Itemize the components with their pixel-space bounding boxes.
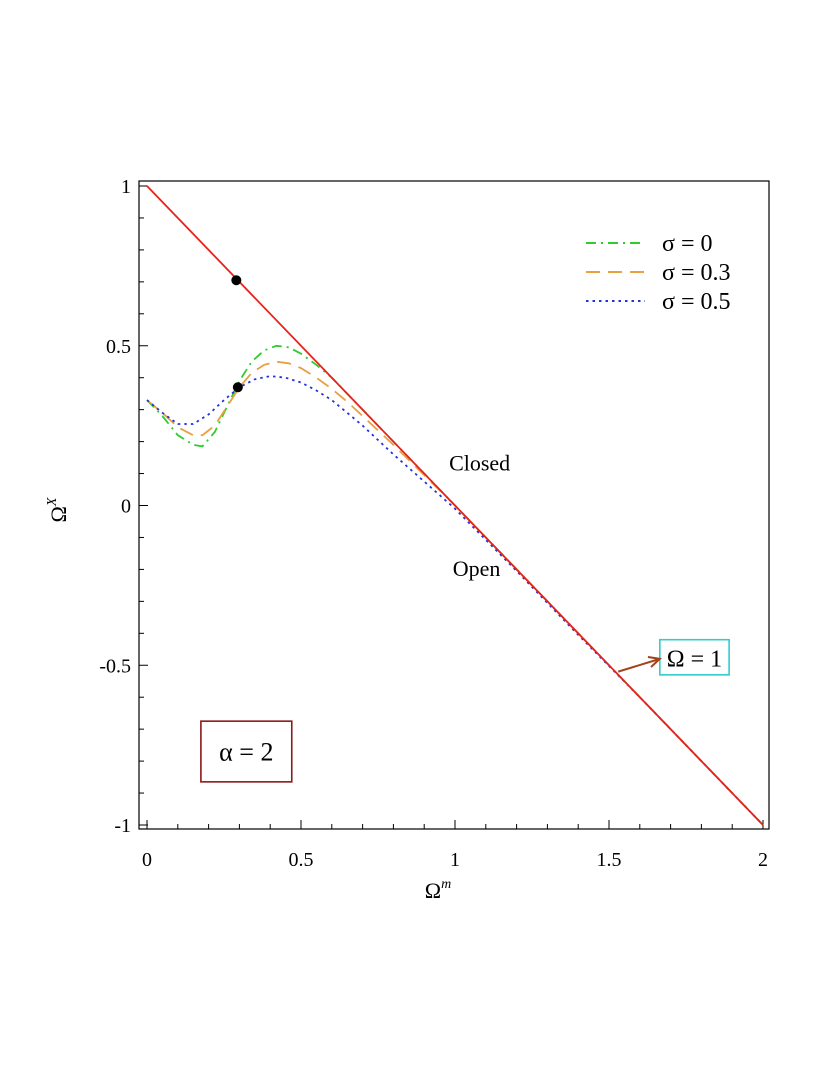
open-label: Open xyxy=(453,556,501,581)
x-axis-label-sup: m xyxy=(441,877,451,892)
y-tick-label: -1 xyxy=(114,815,131,837)
marked-point xyxy=(231,275,242,286)
series-lines xyxy=(146,185,764,826)
y-axis-label: ΩX xyxy=(45,497,71,522)
boundary-line xyxy=(146,185,764,826)
alpha-box xyxy=(200,720,293,783)
y-tick-label: 0.5 xyxy=(106,336,131,358)
omega-arrow xyxy=(617,656,663,673)
legend-label: σ = 0 xyxy=(662,231,712,257)
y-tick-label: -0.5 xyxy=(99,655,131,677)
series-line xyxy=(146,360,764,826)
tick-labels: 0 0.5 1 1.5 2 -1 -0.5 0 0.5 1 xyxy=(99,176,768,871)
x-tick-label: 1 xyxy=(450,849,460,871)
omega-box-text: Ω = 1 xyxy=(667,646,722,672)
marked-points xyxy=(231,275,243,393)
alpha-annotation: α = 2 xyxy=(200,720,293,783)
omega-box xyxy=(659,638,730,676)
marked-point xyxy=(232,382,243,393)
x-tick-label: 2 xyxy=(758,849,768,871)
omega-annotation: Ω = 1 xyxy=(617,638,730,676)
y-tick-label: 1 xyxy=(121,176,131,198)
legend: σ = 0 σ = 0.3 σ = 0.5 xyxy=(586,231,730,315)
legend-label: σ = 0.5 xyxy=(662,289,730,315)
x-tick-label: 1.5 xyxy=(597,849,622,871)
y-tick-label: 0 xyxy=(121,496,131,518)
alpha-box-text: α = 2 xyxy=(219,738,273,767)
x-tick-label: 0 xyxy=(142,849,152,871)
y-axis-label-sup: X xyxy=(45,497,60,507)
legend-label: σ = 0.3 xyxy=(662,260,730,286)
x-axis-label: Ωm xyxy=(425,877,451,903)
closed-label: Closed xyxy=(449,450,510,475)
x-tick-label: 0.5 xyxy=(289,849,314,871)
